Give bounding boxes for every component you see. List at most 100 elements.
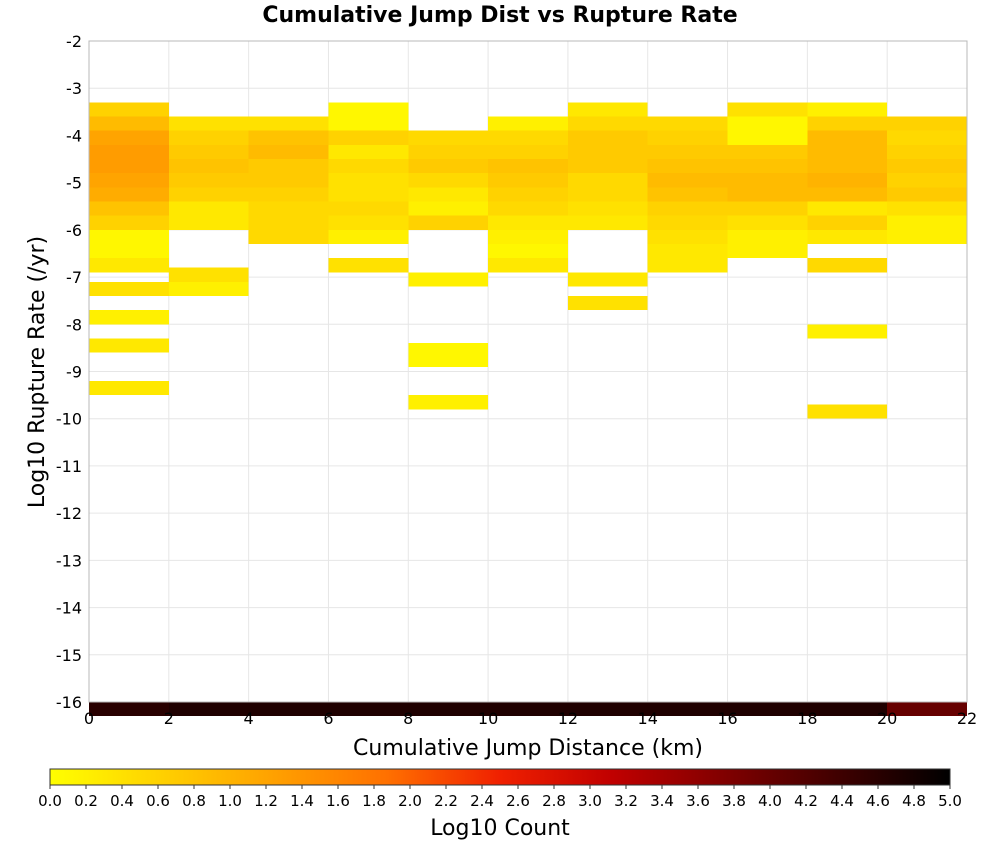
heatmap-cell [567, 144, 648, 160]
heatmap-cell [168, 116, 249, 131]
heatmap-cell [647, 144, 728, 160]
heatmap-cell [408, 272, 489, 287]
heatmap-cell [647, 173, 728, 188]
colorbar-tick-label: 0.8 [182, 792, 206, 810]
x-tick-label: 16 [717, 709, 737, 728]
colorbar [49, 768, 951, 786]
heatmap-cell [408, 173, 489, 188]
heatmap-cell [488, 173, 568, 188]
heatmap-cell [488, 215, 568, 230]
heatmap-cell [328, 229, 409, 245]
heatmap-cell [328, 130, 409, 145]
x-tick-label: 2 [164, 709, 174, 728]
colorbar-tick-label: 5.0 [938, 792, 962, 810]
colorbar-tick-label: 2.0 [398, 792, 422, 810]
colorbar-tick-label: 2.6 [506, 792, 530, 810]
y-tick-label: -9 [66, 363, 82, 382]
heatmap-cell [807, 258, 888, 273]
heatmap-cell [887, 229, 967, 245]
heatmap-cell [887, 201, 967, 216]
x-tick-label: 22 [957, 709, 977, 728]
heatmap-cell [567, 173, 648, 188]
heatmap-cell [567, 159, 648, 174]
colorbar-tick-label: 2.4 [470, 792, 494, 810]
colorbar-tick-label: 2.8 [542, 792, 566, 810]
heatmap-cell [727, 702, 808, 717]
x-axis-title: Cumulative Jump Distance (km) [353, 736, 703, 761]
heatmap-cell [89, 173, 169, 188]
colorbar-tick-label: 1.4 [290, 792, 314, 810]
colorbar-tick-label: 4.0 [758, 792, 782, 810]
heatmap-cell [248, 702, 329, 717]
heatmap-cell [647, 258, 728, 273]
heatmap-cell [168, 173, 249, 188]
heatmap-cell [248, 116, 329, 131]
heatmap-cell [807, 702, 888, 717]
y-tick-label: -16 [56, 693, 82, 712]
colorbar-tick-label: 3.0 [578, 792, 602, 810]
x-tick-label: 18 [797, 709, 817, 728]
heatmap-cell [248, 229, 329, 245]
heatmap-cell [89, 229, 169, 245]
colorbar-tick-label: 3.2 [614, 792, 638, 810]
x-tick-label: 14 [638, 709, 658, 728]
heatmap-cell [887, 215, 967, 230]
heatmap-cell [168, 267, 249, 282]
heatmap-cell [887, 173, 967, 188]
heatmap-cell [408, 187, 489, 202]
heatmap-cell [408, 215, 489, 230]
heatmap-cell [248, 159, 329, 174]
x-tick-label: 12 [558, 709, 578, 728]
heatmap-cell [807, 229, 888, 245]
heatmap-cell [248, 187, 329, 202]
heatmap-cell [807, 130, 888, 145]
heatmap-cell [248, 130, 329, 145]
heatmap-cell [647, 159, 728, 174]
heatmap-cell [887, 144, 967, 160]
colorbar-tick-label: 3.6 [686, 792, 710, 810]
heatmap-cell [488, 187, 568, 202]
heatmap-cell [488, 702, 568, 717]
colorbar-tick-label: 4.8 [902, 792, 926, 810]
heatmap-cell [647, 215, 728, 230]
y-tick-label: -14 [56, 599, 82, 618]
heatmap-cell [248, 201, 329, 216]
colorbar-tick-label: 0.2 [74, 792, 98, 810]
heatmap-cell [89, 215, 169, 230]
heatmap-cell [89, 102, 169, 117]
heatmap-cell [567, 215, 648, 230]
heatmap-cell [807, 201, 888, 216]
heatmap-cell [567, 102, 648, 117]
chart-title: Cumulative Jump Dist vs Rupture Rate [262, 3, 737, 28]
heatmap-cell [408, 702, 489, 717]
heatmap-cell [647, 187, 728, 202]
colorbar-tick-label: 1.2 [254, 792, 278, 810]
heatmap-cell [567, 272, 648, 287]
heatmap-cell [408, 352, 489, 367]
colorbar-tick-label: 3.8 [722, 792, 746, 810]
heatmap-cell [807, 159, 888, 174]
heatmap-cell [727, 130, 808, 145]
heatmap-cell [89, 116, 169, 131]
colorbar-ticks: 0.0 0.2 0.4 0.6 0.8 1.0 1.2 1.4 1.6 1.8 2.0 2.2 2.4 2… [38, 785, 962, 810]
heatmap-cell [408, 130, 489, 145]
heatmap-cell [89, 130, 169, 145]
x-tick-label: 10 [478, 709, 498, 728]
heatmap-cell [807, 116, 888, 131]
heatmap-cell [328, 187, 409, 202]
heatmap-cell [488, 201, 568, 216]
y-tick-label: -2 [66, 32, 82, 51]
heatmap-cell [807, 187, 888, 202]
heatmap-cell [807, 173, 888, 188]
heatmap-cell [647, 702, 728, 717]
x-tick-label: 20 [877, 709, 897, 728]
heatmap-cell [168, 159, 249, 174]
heatmap-cell [887, 130, 967, 145]
heatmap-cell [89, 159, 169, 174]
heatmap-cell [887, 187, 967, 202]
heatmap-cell [488, 116, 568, 131]
heatmap-cell [89, 244, 169, 259]
colorbar-tick-label: 1.8 [362, 792, 386, 810]
heatmap-cell [248, 173, 329, 188]
heatmap-cell [727, 116, 808, 131]
